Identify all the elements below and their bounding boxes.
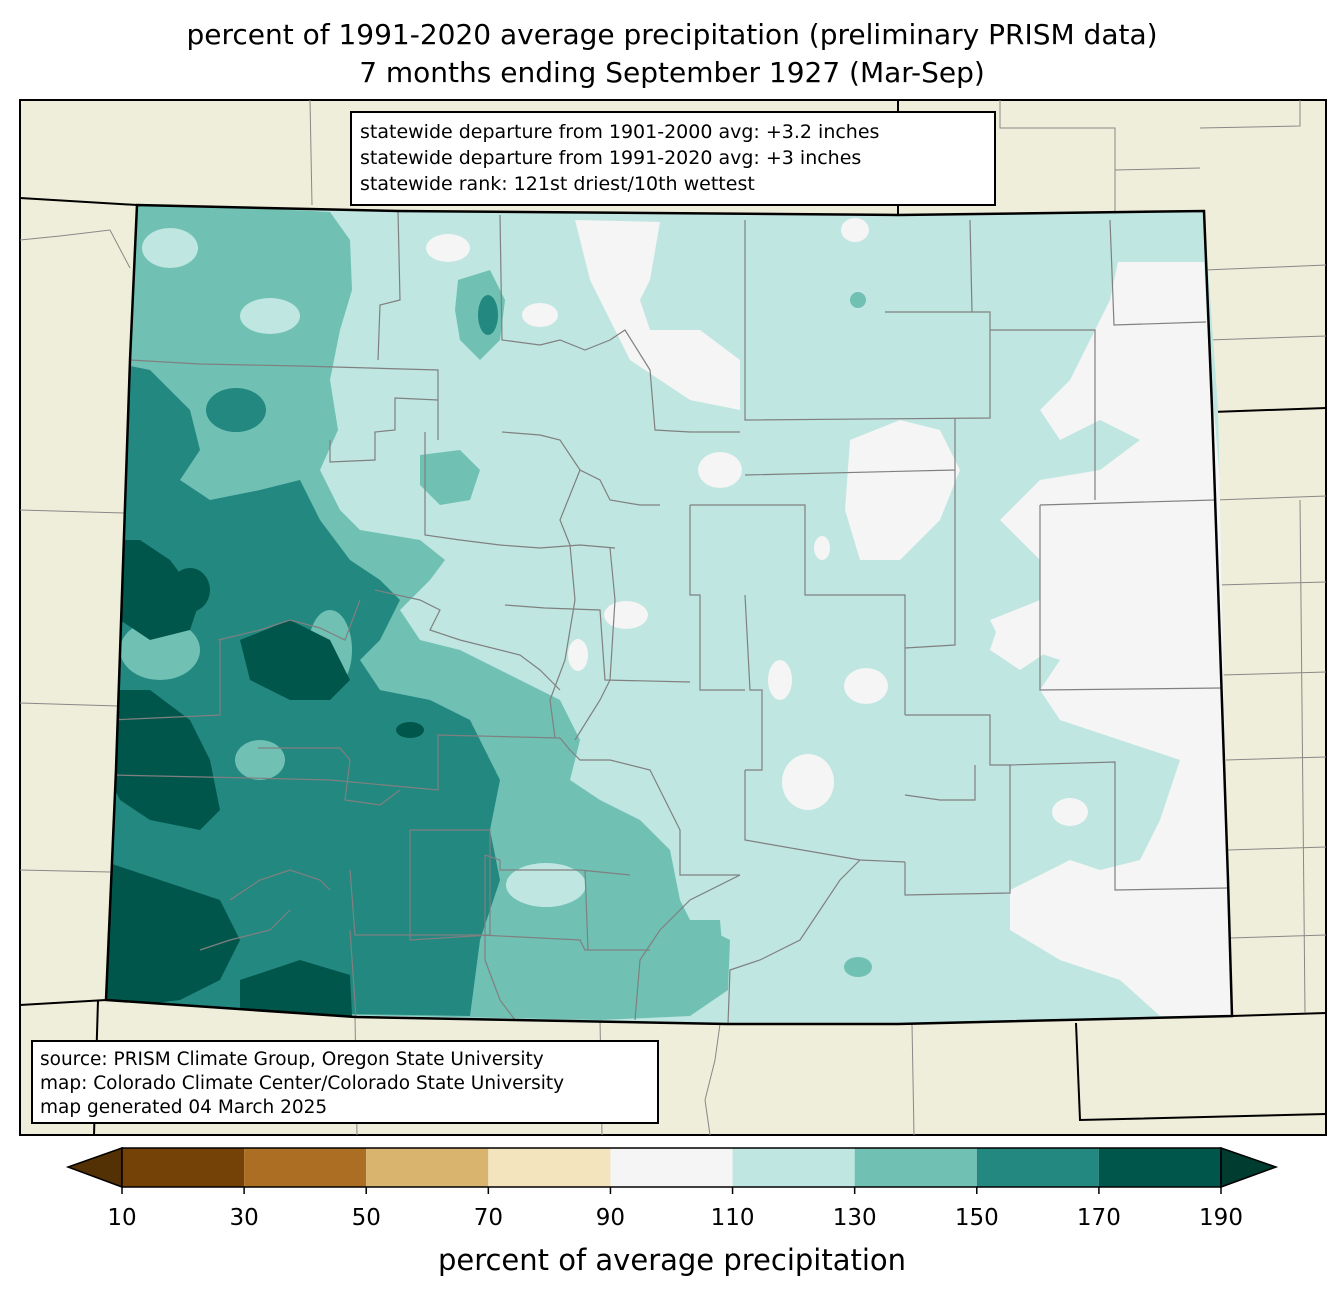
colorbar-tick-label-10: 10 <box>107 1205 137 1231</box>
colorbar-bin-150-170 <box>976 1148 1099 1187</box>
colorbar-bin-170-190 <box>1098 1148 1221 1187</box>
colorbar-under-arrow <box>65 1146 123 1189</box>
colorbar <box>65 1146 1279 1194</box>
colorbar-tick-label-70: 70 <box>473 1205 503 1231</box>
neighbor-county-lines <box>20 100 1326 1135</box>
map-title-line2: 7 months ending September 1927 (Mar-Sep) <box>359 56 985 89</box>
neighbor-state-borders <box>20 100 1326 1135</box>
colorbar-tick-label-50: 50 <box>351 1205 381 1231</box>
source-line: source: PRISM Climate Group, Oregon Stat… <box>40 1049 544 1070</box>
county-lines <box>109 210 1229 1024</box>
colorbar-label: percent of average precipitation <box>437 1243 907 1277</box>
colorbar-tick-label-90: 90 <box>595 1205 626 1231</box>
map-generated-line: map generated 04 March 2025 <box>40 1097 328 1118</box>
colorbar-bins <box>122 1148 1221 1187</box>
colorbar-tick-label-110: 110 <box>710 1205 755 1231</box>
source-credits-box: source: PRISM Climate Group, Oregon Stat… <box>31 1040 659 1124</box>
colorbar-bin-130-150 <box>854 1148 977 1187</box>
colorbar-bin-110-130 <box>732 1148 855 1187</box>
statewide-stats-box: statewide departure from 1901-2000 avg: … <box>350 111 996 206</box>
colorbar-tick-label-150: 150 <box>954 1205 999 1231</box>
map-credit-line: map: Colorado Climate Center/Colorado St… <box>40 1073 565 1094</box>
colorbar-tick-label-130: 130 <box>832 1205 877 1231</box>
colorbar-bin-30-50 <box>244 1148 367 1187</box>
colorado-border <box>104 203 1234 1026</box>
stats-departure-1991-2020: statewide departure from 1991-2020 avg: … <box>360 147 862 169</box>
colorbar-over-arrow <box>1220 1146 1279 1189</box>
stats-rank: statewide rank: 121st driest/10th wettes… <box>360 173 755 195</box>
precipitation-field <box>106 205 1232 1024</box>
map-title-line1: percent of 1991-2020 average precipitati… <box>186 18 1158 51</box>
colorbar-tick-label-190: 190 <box>1199 1205 1243 1231</box>
stats-departure-1901-2000: statewide departure from 1901-2000 avg: … <box>360 121 880 143</box>
colorbar-outline <box>121 1147 1222 1188</box>
colorbar-bin-90-110 <box>610 1148 733 1187</box>
colorbar-bin-70-90 <box>488 1148 611 1187</box>
colorbar-tick-label-30: 30 <box>229 1205 259 1231</box>
colorbar-tick-label-170: 170 <box>1076 1205 1121 1231</box>
colorbar-tick-marks <box>121 1187 1222 1194</box>
colorbar-bin-10-30 <box>122 1148 245 1187</box>
colorbar-bin-50-70 <box>366 1148 489 1187</box>
